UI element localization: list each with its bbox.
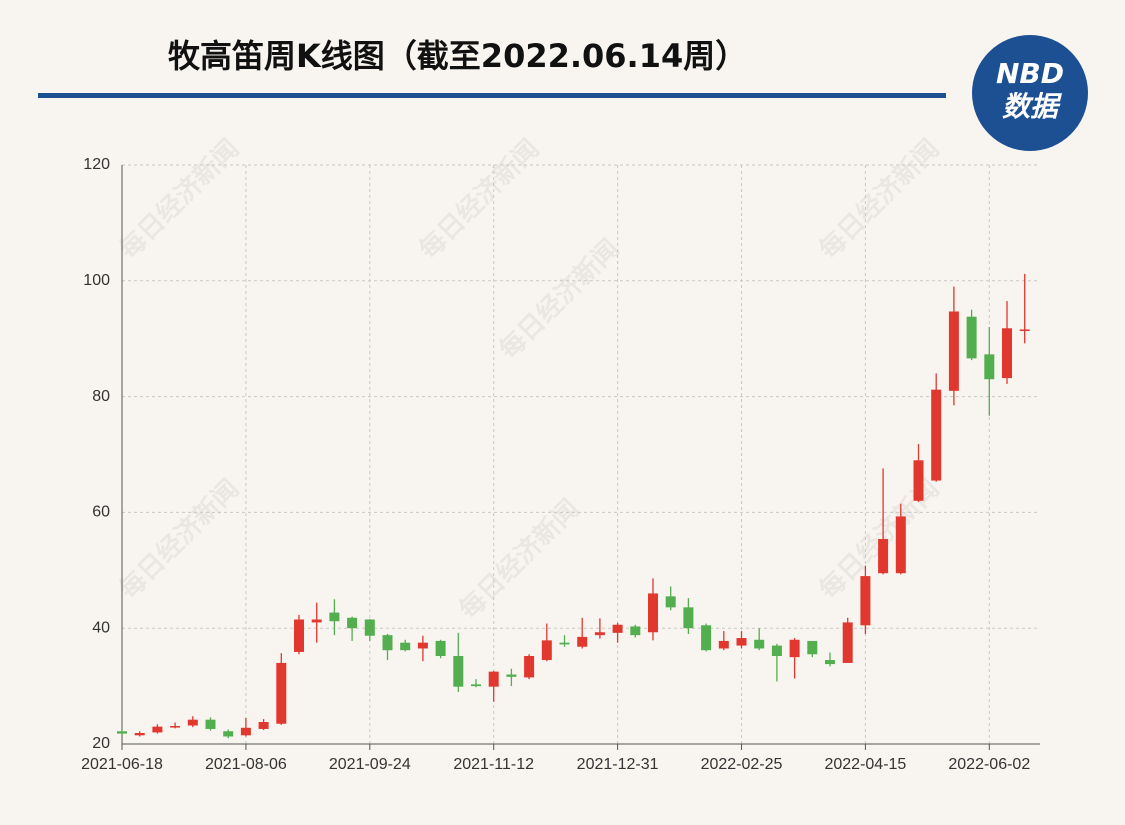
candle-body [878, 539, 889, 574]
candle-body [1002, 328, 1012, 379]
candle-body [294, 619, 304, 652]
candle-body [417, 642, 428, 649]
chart-title: 牧高笛周K线图（截至2022.06.14周） [168, 37, 747, 75]
candle-body [435, 640, 446, 656]
candle-body [718, 640, 729, 649]
y-tick-label: 80 [92, 388, 110, 405]
candle-body [860, 576, 871, 626]
candle-body [364, 619, 375, 636]
candle-body [400, 642, 411, 651]
candle-body [506, 674, 517, 677]
candle-body [276, 662, 287, 724]
candle-body [736, 638, 747, 646]
logo-top: NBD [996, 57, 1064, 90]
candle-body [488, 671, 499, 687]
y-tick-label: 120 [83, 156, 110, 173]
candle-body [453, 655, 464, 687]
y-tick-label: 20 [92, 735, 110, 752]
candle-body [170, 726, 181, 728]
candle-body [807, 640, 818, 655]
x-tick-label: 2022-02-25 [701, 756, 783, 773]
y-tick-label: 40 [92, 619, 110, 636]
candle-body [612, 624, 623, 633]
candle-body [948, 311, 959, 391]
candle-body [577, 636, 588, 647]
candle-body [117, 731, 127, 734]
candle-body [825, 660, 835, 665]
candle-body [205, 719, 216, 729]
candle-body [559, 642, 570, 645]
candle-body [789, 639, 800, 658]
logo [972, 35, 1088, 151]
candle-body [347, 617, 358, 629]
candle-body [842, 622, 853, 663]
candle-body [683, 607, 694, 629]
candle-body [541, 640, 552, 661]
logo-bottom: 数据 [1002, 90, 1063, 123]
y-tick-label: 100 [83, 272, 110, 289]
x-tick-label: 2022-06-02 [948, 756, 1030, 773]
candle-body [1019, 329, 1030, 331]
candle-body [701, 625, 712, 651]
x-tick-label: 2021-09-24 [329, 756, 411, 773]
candle-body [630, 626, 641, 636]
candle-body [524, 655, 535, 678]
candle-body [966, 316, 977, 359]
title-rule [38, 93, 946, 98]
y-tick-label: 60 [92, 504, 110, 521]
candle-body [754, 639, 765, 649]
candle-body [134, 732, 145, 736]
candle-body [240, 727, 251, 736]
candle-body [187, 719, 198, 726]
candle-body [931, 389, 942, 481]
x-tick-label: 2021-08-06 [205, 756, 287, 773]
candle-body [258, 721, 269, 729]
candle-body [152, 726, 163, 733]
candle-body [984, 354, 995, 380]
candle-body [665, 596, 676, 608]
candle-body [648, 593, 658, 633]
candle-body [895, 516, 906, 574]
candle-body [471, 684, 481, 687]
x-tick-label: 2021-06-18 [81, 756, 163, 773]
candle-body [223, 731, 234, 737]
candle-body [311, 619, 322, 623]
candle-body [329, 612, 340, 622]
x-tick-label: 2021-11-12 [453, 756, 534, 773]
candle-body [913, 460, 924, 501]
candle-body [594, 632, 605, 636]
candle-body [771, 645, 782, 656]
candle-body [382, 635, 393, 651]
x-tick-label: 2021-12-31 [577, 756, 659, 773]
x-tick-label: 2022-04-15 [824, 756, 906, 773]
